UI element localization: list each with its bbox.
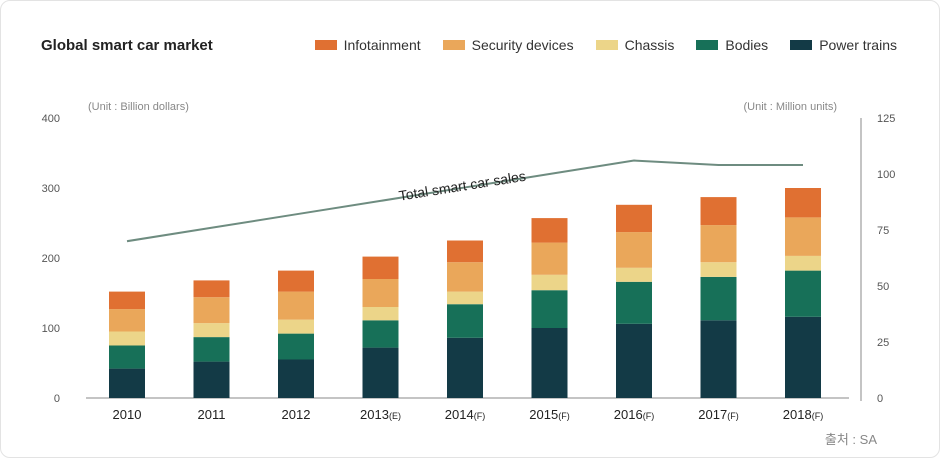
source-note: 출처 : SA	[824, 432, 877, 447]
bar-bodies	[785, 270, 821, 317]
total-sales-line	[126, 159, 803, 243]
bar-security	[109, 309, 145, 332]
bar-powertrains	[278, 359, 314, 398]
bar-infotainment	[785, 188, 821, 218]
bar-powertrains	[447, 337, 483, 398]
bar-security	[785, 217, 821, 256]
legend-label-infotainment: Infotainment	[343, 37, 421, 53]
legend-item-infotainment: Infotainment	[314, 37, 421, 53]
bar-bodies	[531, 290, 568, 328]
right-axis-unit: (Unit : Million units)	[743, 101, 837, 113]
chart-title: Global smart car market	[41, 37, 213, 54]
legend-label-security: Security devices	[471, 37, 574, 53]
bar-infotainment	[700, 197, 737, 226]
line-annotation: Total smart car sales	[398, 168, 527, 204]
legend-swatch-bodies	[696, 40, 719, 50]
bar-infotainment	[193, 280, 230, 298]
bar-infotainment	[362, 256, 399, 279]
bar-security	[700, 225, 737, 263]
legend-label-chassis: Chassis	[624, 37, 675, 53]
right-tick-label: 50	[877, 281, 889, 293]
left-tick-label: 400	[42, 113, 60, 125]
x-tick-label: 2011	[198, 407, 226, 422]
legend-swatch-infotainment	[314, 40, 337, 50]
legend-swatch-chassis	[595, 40, 618, 50]
bar-infotainment	[531, 218, 568, 243]
bar-bodies	[616, 281, 652, 324]
legend: Infotainment Security devices Chassis Bo…	[314, 37, 897, 53]
legend-item-security: Security devices	[442, 37, 574, 53]
right-tick-label: 125	[877, 113, 895, 125]
bar-bodies	[700, 276, 737, 321]
bar-infotainment	[278, 270, 314, 292]
bar-bodies	[193, 337, 230, 362]
legend-item-bodies: Bodies	[696, 37, 768, 53]
x-tick-label: 2015(F)	[529, 407, 569, 422]
x-tick-label: 2018(F)	[783, 407, 823, 422]
bar-chassis	[616, 267, 652, 282]
bar-security	[278, 291, 314, 320]
x-tick-label: 2017(F)	[698, 407, 738, 422]
left-tick-label: 200	[42, 253, 60, 265]
legend-label-bodies: Bodies	[725, 37, 769, 53]
bar-powertrains	[531, 328, 568, 398]
bar-chassis	[193, 323, 230, 338]
bar-infotainment	[109, 291, 145, 310]
bar-bodies	[362, 320, 399, 348]
legend-item-chassis: Chassis	[595, 37, 675, 53]
bar-powertrains	[193, 361, 230, 398]
bar-powertrains	[362, 347, 399, 398]
legend-item-powertrains: Power trains	[790, 37, 897, 53]
bar-security	[531, 242, 568, 275]
bar-powertrains	[700, 320, 737, 398]
bar-powertrains	[109, 368, 145, 398]
x-tick-label: 2012	[282, 407, 311, 422]
bar-bodies	[447, 304, 483, 338]
x-tick-label: 2013(E)	[360, 407, 401, 422]
right-tick-label: 100	[877, 169, 895, 181]
bar-chassis	[785, 255, 821, 271]
bar-chassis	[109, 331, 145, 346]
bar-powertrains	[785, 316, 821, 398]
bar-security	[616, 232, 652, 268]
bar-chassis	[531, 274, 568, 291]
legend-label-powertrains: Power trains	[819, 37, 897, 53]
bar-security	[447, 262, 483, 292]
bar-security	[193, 297, 230, 324]
bar-chassis	[278, 319, 314, 334]
bar-bodies	[109, 345, 145, 369]
bar-chassis	[447, 291, 483, 305]
legend-swatch-powertrains	[790, 40, 813, 50]
right-tick-label: 0	[877, 393, 883, 405]
bar-bodies	[278, 333, 314, 360]
bar-security	[362, 279, 399, 307]
left-tick-label: 0	[54, 393, 60, 405]
right-tick-label: 25	[877, 337, 889, 349]
bar-infotainment	[616, 204, 652, 233]
x-tick-label: 2010	[113, 407, 142, 422]
bar-infotainment	[447, 240, 483, 263]
left-axis-unit: (Unit : Billion dollars)	[88, 101, 189, 113]
bar-powertrains	[616, 323, 652, 398]
legend-swatch-security	[442, 40, 465, 50]
left-tick-label: 100	[42, 323, 60, 335]
bar-chassis	[700, 262, 737, 277]
right-tick-label: 75	[877, 225, 889, 237]
left-tick-label: 300	[42, 183, 60, 195]
x-tick-label: 2016(F)	[614, 407, 654, 422]
x-tick-label: 2014(F)	[445, 407, 485, 422]
bar-chassis	[362, 307, 399, 321]
